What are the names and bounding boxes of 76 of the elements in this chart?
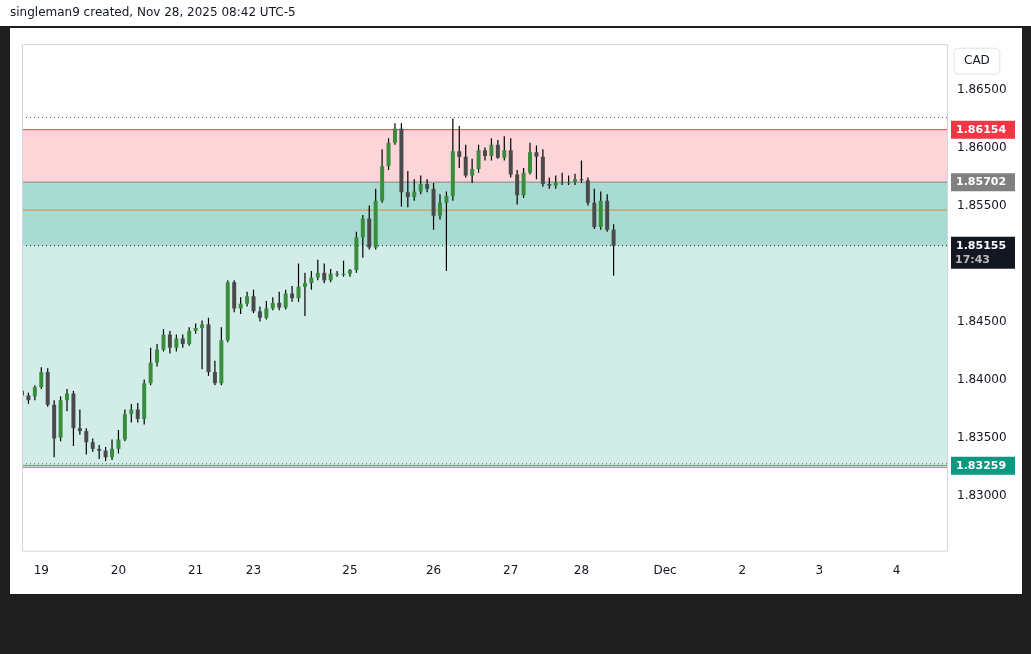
candlestick [200, 319, 205, 370]
x-tick-label: 4 [892, 562, 901, 577]
x-tick-label: 23 [245, 562, 262, 577]
y-tick-label: 1.84500 [957, 313, 1007, 328]
x-tick-label: 25 [342, 562, 358, 577]
candlestick [302, 272, 307, 317]
candlestick [457, 125, 462, 169]
candlestick [322, 262, 327, 284]
candlestick [476, 144, 481, 174]
candlestick [148, 347, 153, 386]
candlestick [444, 190, 449, 272]
x-tick-label: 27 [503, 562, 519, 577]
candlestick [290, 285, 295, 303]
candlestick [470, 158, 475, 184]
candlestick [463, 144, 468, 178]
candlestick [611, 223, 616, 277]
candlestick [573, 173, 578, 186]
candlestick [502, 135, 507, 162]
candlestick [489, 137, 494, 162]
candlestick [425, 178, 430, 193]
candlestick [296, 262, 301, 303]
candlestick [495, 139, 500, 160]
x-tick-label: 19 [33, 562, 49, 577]
candlestick [405, 170, 410, 208]
candlestick [110, 438, 115, 461]
candlestick [167, 330, 172, 354]
candlestick [437, 193, 442, 221]
y-axis-title: CAD [964, 53, 990, 68]
x-tick-label: Dec [653, 562, 677, 577]
ref-line-label: 1.85155 [956, 238, 1007, 252]
candlestick [579, 159, 584, 184]
candlestick [515, 169, 520, 206]
candlestick [77, 408, 82, 436]
candlestick [212, 360, 217, 386]
candlestick [39, 366, 44, 390]
candlestick [116, 429, 121, 455]
candlestick [84, 427, 89, 456]
ref-line-label: 1.83259 [956, 458, 1007, 472]
candlestick [534, 144, 539, 180]
candlestick [528, 142, 533, 176]
candlestick [418, 174, 423, 195]
candlestick [277, 291, 282, 311]
chart-title: singleman9 created, Nov 28, 2025 08:42 UTC-5 [10, 5, 296, 19]
y-tick-label: 1.86000 [957, 139, 1007, 154]
y-tick-label: 1.85500 [957, 197, 1007, 212]
candlestick [283, 289, 288, 310]
x-tick-label: 28 [573, 562, 590, 577]
y-tick-label: 1.84000 [957, 371, 1007, 386]
candlestick [155, 343, 160, 368]
candlestick [585, 176, 590, 207]
candlestick [360, 214, 365, 259]
candlestick [521, 167, 526, 199]
x-tick-label: 3 [815, 562, 824, 577]
candlestick [187, 326, 192, 347]
x-tick-label: 21 [187, 562, 204, 577]
y-tick-label: 1.86500 [957, 81, 1007, 96]
ref-line-label: 1.85702 [956, 175, 1007, 188]
candlestick [386, 137, 391, 171]
candlestick [309, 270, 314, 291]
candlestick [161, 328, 166, 353]
candlestick [335, 270, 340, 278]
candlestick [315, 259, 320, 281]
x-tick-label: 26 [425, 562, 442, 577]
x-tick-label: 20 [110, 562, 127, 577]
text: 17:43 [955, 252, 991, 266]
candlestick [412, 178, 417, 202]
candlestick [392, 122, 397, 146]
ref-line-label: 1.86154 [956, 122, 1007, 136]
candlestick [65, 388, 70, 412]
x-tick-label: 2 [738, 562, 747, 577]
candlestick [264, 300, 269, 321]
candlestick [129, 403, 134, 424]
candlestick [483, 146, 487, 162]
y-tick-label: 1.83000 [957, 487, 1007, 502]
y-tick-label: 1.83500 [957, 429, 1007, 444]
candlestick [135, 402, 140, 424]
